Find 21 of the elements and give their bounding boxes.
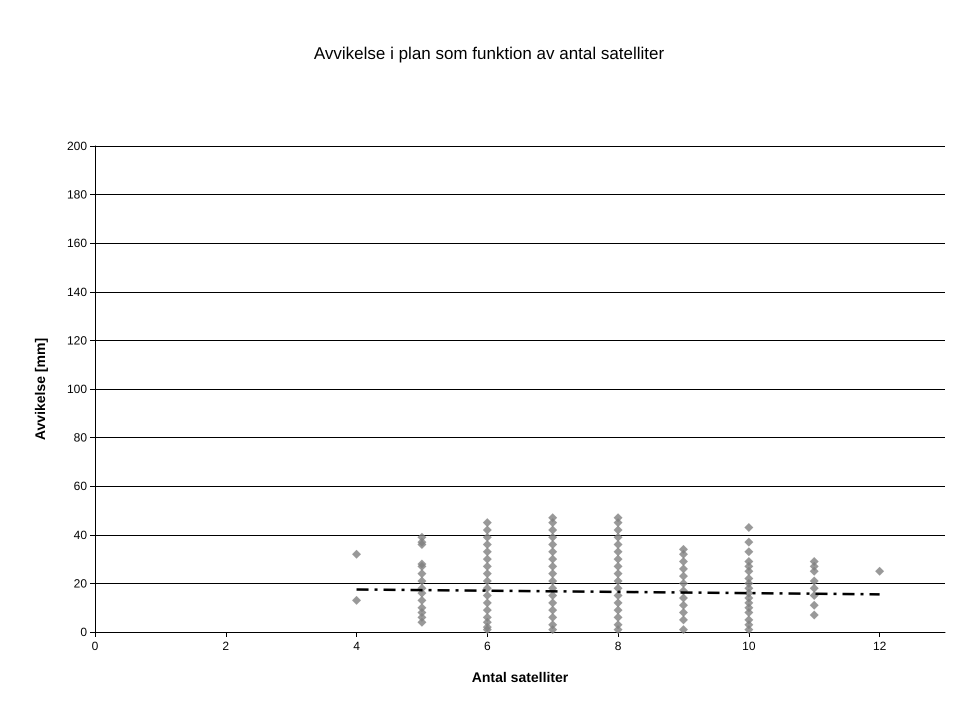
y-tick-label: 180 [66, 188, 88, 202]
chart-title: Avvikelse i plan som funktion av antal satelliter [314, 44, 664, 63]
y-tick-label: 140 [66, 284, 88, 299]
x-axis-title: Antal satelliter [472, 669, 569, 685]
y-tick-label: 60 [74, 479, 88, 494]
x-tick-label: 2 [222, 639, 230, 653]
x-tick-label: 10 [742, 639, 756, 653]
y-axis-title: Avvikelse [mm] [32, 338, 48, 440]
x-tick-label: 0 [92, 639, 99, 653]
x-tick-label: 4 [353, 639, 360, 653]
y-tick-label: 100 [66, 382, 88, 396]
y-tick-label: 200 [66, 139, 88, 153]
y-tick-label: 40 [74, 528, 88, 542]
y-tick-label: 0 [80, 625, 88, 639]
y-tick-label: 160 [66, 236, 88, 250]
x-tick-label: 6 [484, 639, 491, 653]
y-tick-label: 120 [66, 333, 88, 348]
x-tick-label: 8 [614, 639, 622, 653]
x-tick-label: 12 [872, 639, 887, 653]
y-tick-label: 80 [74, 430, 88, 445]
y-tick-label: 20 [74, 576, 88, 590]
